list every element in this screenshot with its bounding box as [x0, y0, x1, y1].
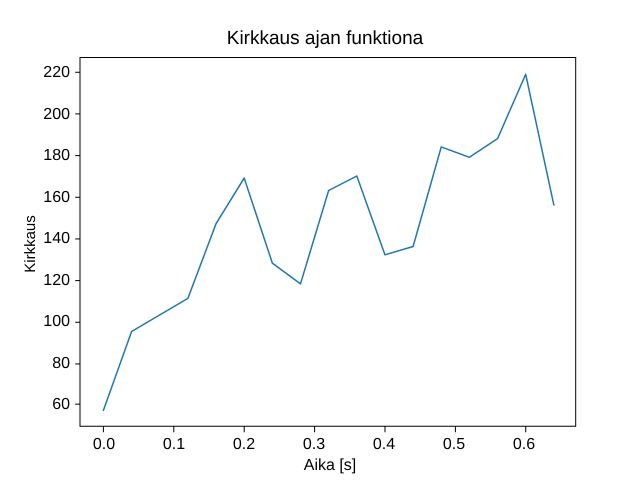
svg-text:Kirkkaus: Kirkkaus — [22, 215, 39, 273]
